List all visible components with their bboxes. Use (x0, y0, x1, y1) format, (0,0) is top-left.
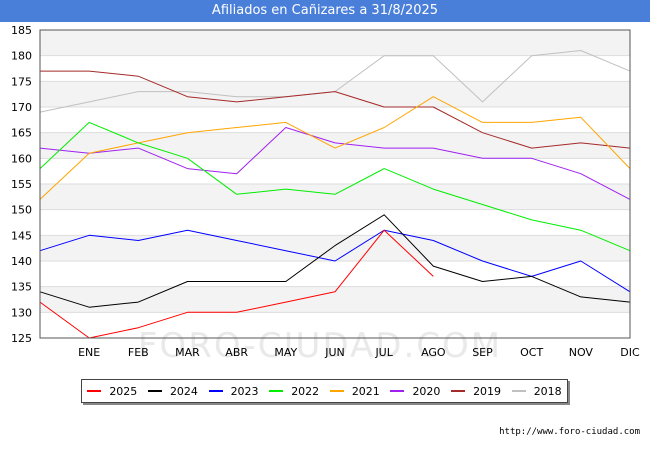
x-tick-label: MAR (175, 346, 200, 359)
x-tick-label: JUN (324, 346, 345, 359)
line-chart: FORO-CIUDAD.COM 125 130 135 140 145 150 155 160… (11, 24, 640, 366)
watermark: FORO-CIUDAD.COM (138, 326, 502, 366)
legend-label: 2018 (533, 384, 562, 398)
grid-band (40, 235, 630, 261)
y-tick-label: 155 (11, 178, 32, 191)
series-line-2024 (39, 214, 631, 308)
legend-label: 2024 (169, 384, 198, 398)
chart-title: Afiliados en Cañizares a 31/8/2025 (0, 0, 650, 22)
y-tick-label: 135 (11, 281, 32, 294)
y-tick-label: 170 (11, 101, 32, 114)
legend-swatch (329, 390, 344, 392)
legend-label: 2025 (109, 384, 138, 398)
legend-item-2021: 2021 (329, 384, 380, 398)
y-tick-label: 125 (11, 332, 32, 345)
legend-item-2023: 2023 (208, 384, 259, 398)
legend-swatch (511, 390, 526, 392)
legend-item-2019: 2019 (451, 385, 501, 398)
x-tick-label: ENE (78, 346, 100, 359)
legend-swatch (147, 390, 162, 392)
y-tick-label: 150 (11, 204, 32, 217)
legend-swatch (451, 390, 466, 392)
x-tick-label: SEP (472, 346, 493, 359)
legend-swatch (208, 390, 223, 392)
y-tick-label: 175 (11, 75, 32, 88)
legend-label: 2021 (351, 384, 380, 398)
x-tick-label: JUL (374, 346, 393, 359)
legend-swatch (87, 390, 102, 392)
legend-item-2020: 2020 (390, 385, 440, 398)
grid-band (40, 30, 630, 56)
legend-label: 2019 (473, 384, 502, 398)
x-tick-label: AGO (421, 346, 446, 359)
y-tick-label: 185 (11, 24, 32, 37)
x-tick-label: OCT (520, 346, 543, 359)
grid-band (40, 132, 630, 159)
legend-label: 2022 (291, 384, 320, 398)
y-tick-label: 165 (11, 127, 32, 140)
x-tick-label: NOV (569, 346, 594, 359)
grid-band (40, 184, 630, 210)
legend-swatch (269, 390, 284, 392)
x-tick-label: ABR (225, 346, 248, 359)
y-tick-label: 145 (11, 229, 32, 242)
legend-label: 2023 (230, 384, 259, 398)
legend-item-2024: 2024 (147, 384, 198, 398)
legend-item-2018: 2018 (511, 384, 562, 398)
y-tick-label: 160 (11, 152, 32, 165)
series-line-2020 (39, 127, 631, 200)
grid-band (40, 286, 630, 313)
legend-label: 2020 (412, 384, 441, 398)
series-line-2022 (39, 121, 631, 252)
x-tick-label: FEB (128, 346, 149, 359)
x-tick-label: MAY (274, 346, 297, 359)
legend-item-2025: 2025 (87, 385, 137, 398)
y-tick-label: 180 (11, 50, 32, 63)
y-tick-label: 140 (11, 255, 32, 268)
y-tick-label: 130 (11, 306, 32, 319)
series-line-2025 (39, 229, 434, 339)
series-line-2019 (40, 70, 631, 149)
grid-band (40, 81, 630, 107)
legend: 2025 2024 2023 2022 2021 2020 2019 2018 (81, 379, 568, 403)
x-tick-label: DIC (620, 346, 640, 359)
legend-swatch (390, 390, 405, 392)
legend-item-2022: 2022 (269, 385, 319, 398)
source-url: http://www.foro-ciudad.com (499, 427, 640, 437)
